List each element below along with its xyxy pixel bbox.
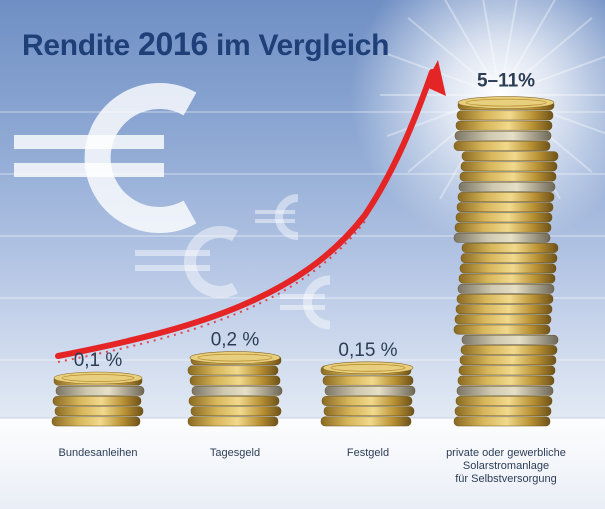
title-suffix: im Vergleich [216, 29, 390, 62]
category-labels: Bundesanleihen Tagesgeld Festgeld private o… [59, 447, 566, 485]
value-label: 0,1 % [74, 350, 123, 371]
euro-icon [14, 83, 197, 233]
value-label: 0,2 % [211, 330, 260, 351]
bar-coin-stack [187, 351, 283, 427]
arrow-head [424, 60, 446, 96]
coin-stacks [51, 96, 559, 427]
category-label: Solarstromanlage [463, 460, 549, 472]
value-label: 5–11% [477, 71, 535, 92]
category-label: private oder gewerbliche [446, 447, 566, 459]
trend-arrow [55, 60, 446, 363]
bar-coin-stack [453, 96, 559, 427]
value-labels: 0,1 % 0,2 % 0,15 % 5–11% [74, 71, 535, 371]
bar-coin-stack [320, 361, 416, 427]
euro-icon [255, 194, 299, 240]
category-label: Bundesanleihen [59, 447, 138, 459]
title-prefix: Rendite [22, 29, 130, 62]
floor [0, 418, 605, 509]
category-label: Festgeld [347, 447, 389, 459]
euro-icon [280, 275, 331, 330]
category-label: Tagesgeld [210, 447, 260, 459]
title-year: 2016 [137, 26, 208, 62]
bar-coin-stack [51, 371, 145, 427]
category-label: für Selbstversorgung [455, 473, 557, 485]
chart-title: Rendite 2016 im Vergleich [22, 26, 389, 63]
value-label: 0,15 % [338, 340, 397, 361]
euro-icon [135, 226, 238, 298]
